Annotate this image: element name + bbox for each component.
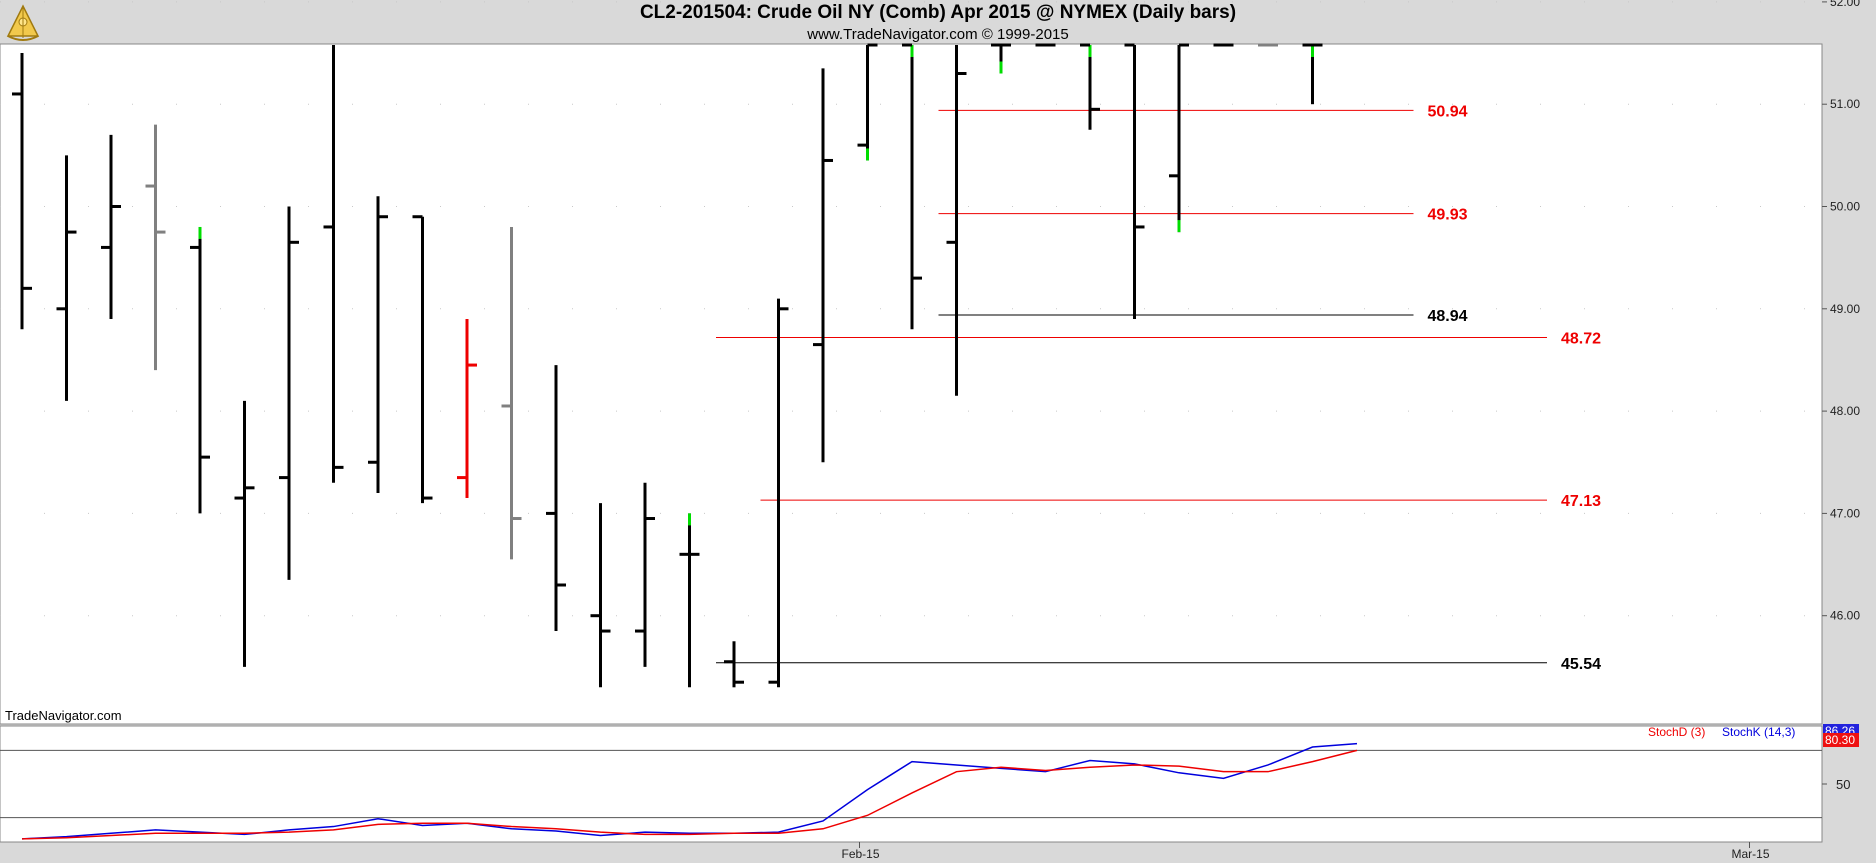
stoch-series-line: [21, 742, 1358, 840]
chart-subtitle: www.TradeNavigator.com © 1999-2015: [807, 26, 1069, 43]
x-tick-label: Feb-15: [842, 847, 880, 861]
ohlc-bar: [546, 365, 566, 632]
ohlc-bar: [590, 503, 611, 688]
price-bars: [12, 43, 1323, 688]
stoch-legend-label: StochK (14,3): [1722, 725, 1795, 739]
ohlc-bar: [234, 400, 255, 667]
fibonacci-levels: 58.2256.8355.1755.2150.9449.9348.9448.72…: [716, 103, 1601, 673]
level-label: 48.72: [1561, 330, 1601, 347]
ohlc-bar: [1124, 43, 1145, 320]
ohlc-bar: [501, 226, 522, 560]
chart-title: CL2-201504: Crude Oil NY (Comb) Apr 2015…: [639, 2, 1237, 23]
stoch-y-tick-label: 50: [1836, 777, 1850, 792]
ohlc-bar: [768, 298, 789, 688]
ohlc-bar: [145, 124, 166, 371]
ohlc-bar: [679, 513, 700, 688]
ohlc-bar: [190, 226, 210, 514]
y-tick-label: 47.00: [1830, 506, 1860, 520]
y-tick-label: 50.00: [1830, 200, 1860, 214]
watermark-text: TradeNavigator.com: [5, 708, 122, 723]
level-label: 45.54: [1561, 656, 1601, 673]
y-tick-label: 48.00: [1830, 404, 1860, 418]
stoch-legend-label: StochD (3): [1648, 725, 1705, 739]
sextant-logo-icon: [2, 2, 44, 44]
ohlc-bar: [635, 482, 655, 667]
level-label: 47.13: [1561, 493, 1601, 510]
ohlc-bar: [12, 53, 32, 330]
level-label: 48.94: [1428, 308, 1468, 325]
price-y-axis: 46.0047.0048.0049.0050.0051.0052.0053.00…: [1822, 0, 1860, 623]
ohlc-bar: [56, 155, 77, 401]
y-tick-label: 49.00: [1830, 302, 1860, 316]
ohlc-bar: [1302, 43, 1323, 105]
ohlc-bar: [412, 215, 433, 504]
ohlc-bar: [1080, 43, 1100, 130]
date-x-axis: Feb-15 Mar-15: [842, 842, 1770, 861]
y-tick-label: 52.00: [1830, 0, 1860, 9]
ohlc-bar: [991, 43, 1011, 74]
ohlc-bar: [857, 43, 878, 161]
stoch-value-badge: [1823, 733, 1859, 747]
stoch-value-label: 80.30: [1825, 733, 1855, 747]
ohlc-bar: [323, 45, 344, 483]
ohlc-bar: [813, 68, 833, 463]
ohlc-bar: [1169, 43, 1189, 233]
ohlc-bar: [724, 641, 744, 688]
ohlc-bar: [457, 319, 477, 499]
y-tick-label: 51.00: [1830, 97, 1860, 111]
stochastic-plot-area: [0, 725, 1823, 843]
ohlc-bar: [101, 134, 121, 320]
ohlc-bar: [279, 206, 299, 580]
ohlc-bar: [368, 196, 388, 493]
stoch-series-line: [21, 749, 1358, 840]
y-tick-label: 46.00: [1830, 609, 1860, 623]
level-label: 49.93: [1428, 207, 1468, 224]
level-label: 50.94: [1428, 103, 1468, 120]
x-tick-label: Mar-15: [1732, 847, 1770, 861]
ohlc-bar: [946, 45, 967, 396]
ohlc-bar: [902, 43, 922, 330]
